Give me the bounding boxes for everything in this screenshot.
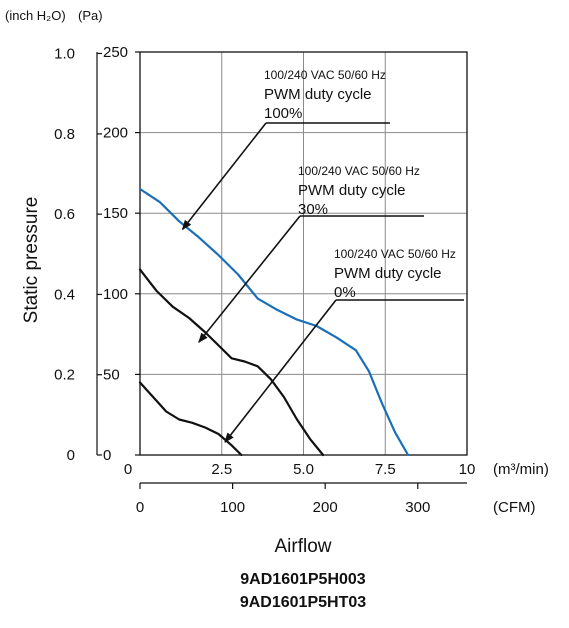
annotation-2-arrow <box>224 299 337 443</box>
annotation-0-voltage: 100/240 VAC 50/60 Hz <box>264 68 386 82</box>
annotation-0-arrow <box>181 122 267 231</box>
y2-tick-label-0: 0 <box>67 447 75 464</box>
y-axis-label: Static pressure <box>21 197 42 324</box>
annotation-2: 100/240 VAC 50/60 Hz PWM duty cycle 0% <box>224 247 464 443</box>
annotation-1-title: PWM duty cycle <box>298 182 406 199</box>
annotation-2-voltage: 100/240 VAC 50/60 Hz <box>334 247 456 261</box>
y-tick-label-0: 0 <box>103 447 111 464</box>
model-number-1: 9AD1601P5H003 <box>240 571 366 588</box>
y2-axis-ticks: 0 0.2 0.4 0.6 0.8 1.0 <box>54 45 102 464</box>
annotation-2-title: PWM duty cycle <box>334 265 442 282</box>
x-tick-label-2: 5.0 <box>293 461 314 478</box>
x2-unit-label: (CFM) <box>493 499 535 516</box>
x-tick-label-0: 0 <box>124 461 132 478</box>
y-unit-label: (Pa) <box>78 8 103 23</box>
plot-frame <box>139 51 468 456</box>
x2-tick-label-1: 100 <box>220 499 245 516</box>
y-tick-label-1: 50 <box>103 366 120 383</box>
x-axis-label: Airflow <box>274 536 331 557</box>
y2-tick-label-5: 1.0 <box>54 45 75 62</box>
annotation-1-duty: 30% <box>298 201 328 218</box>
y2-tick-label-3: 0.6 <box>54 206 75 223</box>
y2-tick-label-2: 0.4 <box>54 286 75 303</box>
annotation-0: 100/240 VAC 50/60 Hz PWM duty cycle 100% <box>181 68 390 231</box>
x-tick-label-1: 2.5 <box>211 461 232 478</box>
annotation-0-title: PWM duty cycle <box>264 86 372 103</box>
model-number-2: 9AD1601P5HT03 <box>240 594 366 611</box>
y-tick-label-2: 100 <box>103 286 128 303</box>
annotation-2-duty: 0% <box>334 284 356 301</box>
x-tick-label-4: 10 <box>459 461 476 478</box>
y2-tick-label-4: 0.8 <box>54 126 75 143</box>
y2-tick-label-1: 0.2 <box>54 367 75 384</box>
annotation-0-duty: 100% <box>264 105 302 122</box>
x-unit-label: (m³/min) <box>493 461 549 478</box>
x2-tick-label-3: 300 <box>405 499 430 516</box>
y2-unit-label: (inch H₂O) <box>5 8 66 23</box>
x-axis-ticks: 0 2.5 5.0 7.5 10 <box>124 461 476 478</box>
annotation-1: 100/240 VAC 50/60 Hz PWM duty cycle 30% <box>198 164 424 343</box>
x2-tick-label-0: 0 <box>136 499 144 516</box>
y-axis-ticks: 0 50 100 150 200 250 <box>103 44 140 464</box>
series-line-0 <box>138 187 410 457</box>
x2-tick-label-2: 200 <box>313 499 338 516</box>
series-line-1 <box>138 268 325 457</box>
x2-axis: 0 100 200 300 <box>136 482 467 516</box>
y-tick-label-4: 200 <box>103 125 128 142</box>
series-line-2 <box>138 381 243 457</box>
y-tick-label-3: 150 <box>103 205 128 222</box>
series-lines <box>138 187 410 457</box>
annotation-1-arrow <box>198 215 301 343</box>
annotation-1-voltage: 100/240 VAC 50/60 Hz <box>298 164 420 178</box>
plot-border <box>139 51 468 456</box>
x-tick-label-3: 7.5 <box>375 461 396 478</box>
y-tick-label-5: 250 <box>103 44 128 61</box>
